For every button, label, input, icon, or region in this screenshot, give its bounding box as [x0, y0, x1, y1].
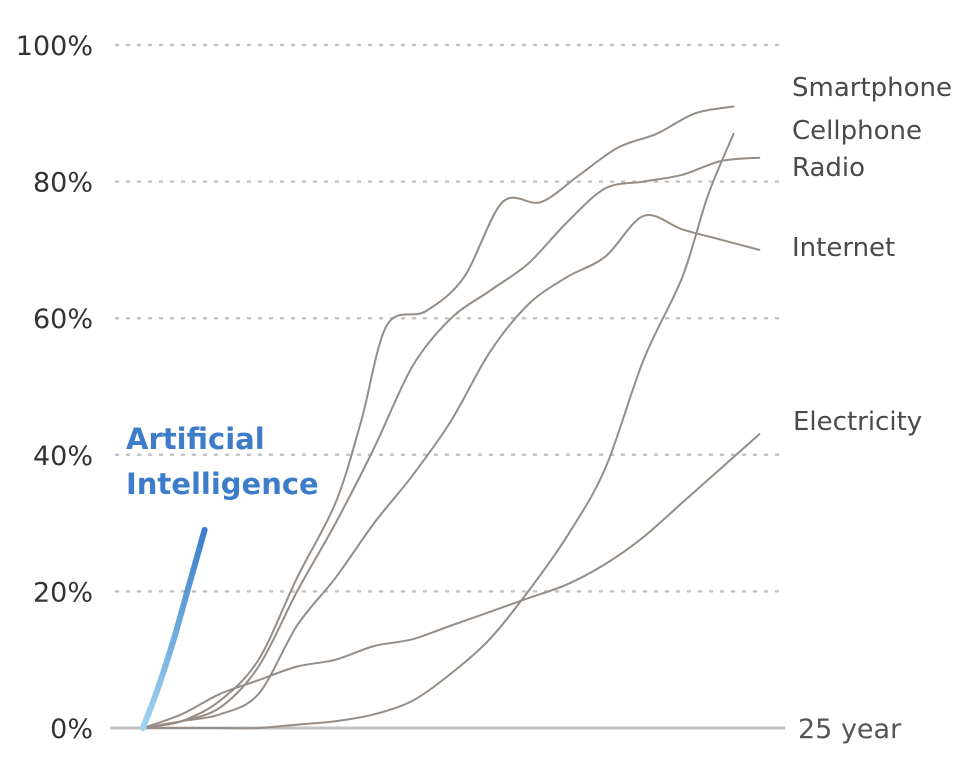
series-label-radio: Radio: [792, 153, 865, 183]
series-line-smartphone: [142, 105, 735, 729]
series-line-radio: [142, 156, 761, 729]
ai-label-line: Intelligence: [126, 467, 319, 501]
y-tick-label: 0%: [50, 714, 93, 745]
y-tick-label: 40%: [33, 441, 93, 472]
series-label-cellphone: Cellphone: [792, 116, 922, 146]
series-line-electricity: [142, 433, 761, 729]
gridlines: [110, 43, 787, 730]
series-labels: Smartphone Cellphone Radio Internet Electric…: [792, 73, 952, 437]
ai-highlight: Artificial Intelligence: [126, 422, 319, 731]
y-tick-label: 20%: [33, 577, 93, 608]
series-label-artificial-intelligence: Artificial Intelligence: [126, 422, 319, 501]
y-tick-label: 100%: [16, 31, 93, 62]
y-axis-ticks: 0% 20% 40% 60% 80% 100%: [16, 31, 93, 745]
series-label-internet: Internet: [792, 233, 895, 263]
y-tick-label: 60%: [33, 304, 93, 335]
series-label-smartphone: Smartphone: [792, 73, 952, 103]
ai-label-line: Artificial: [126, 422, 265, 456]
x-axis-end-label: 25 year: [798, 714, 902, 745]
series-line-internet: [142, 213, 761, 729]
series-line-cellphone: [142, 132, 735, 730]
series-lines: [142, 105, 761, 730]
y-tick-label: 80%: [33, 168, 93, 199]
series-label-electricity: Electricity: [793, 407, 922, 437]
series-line-artificial-intelligence: [140, 526, 208, 731]
